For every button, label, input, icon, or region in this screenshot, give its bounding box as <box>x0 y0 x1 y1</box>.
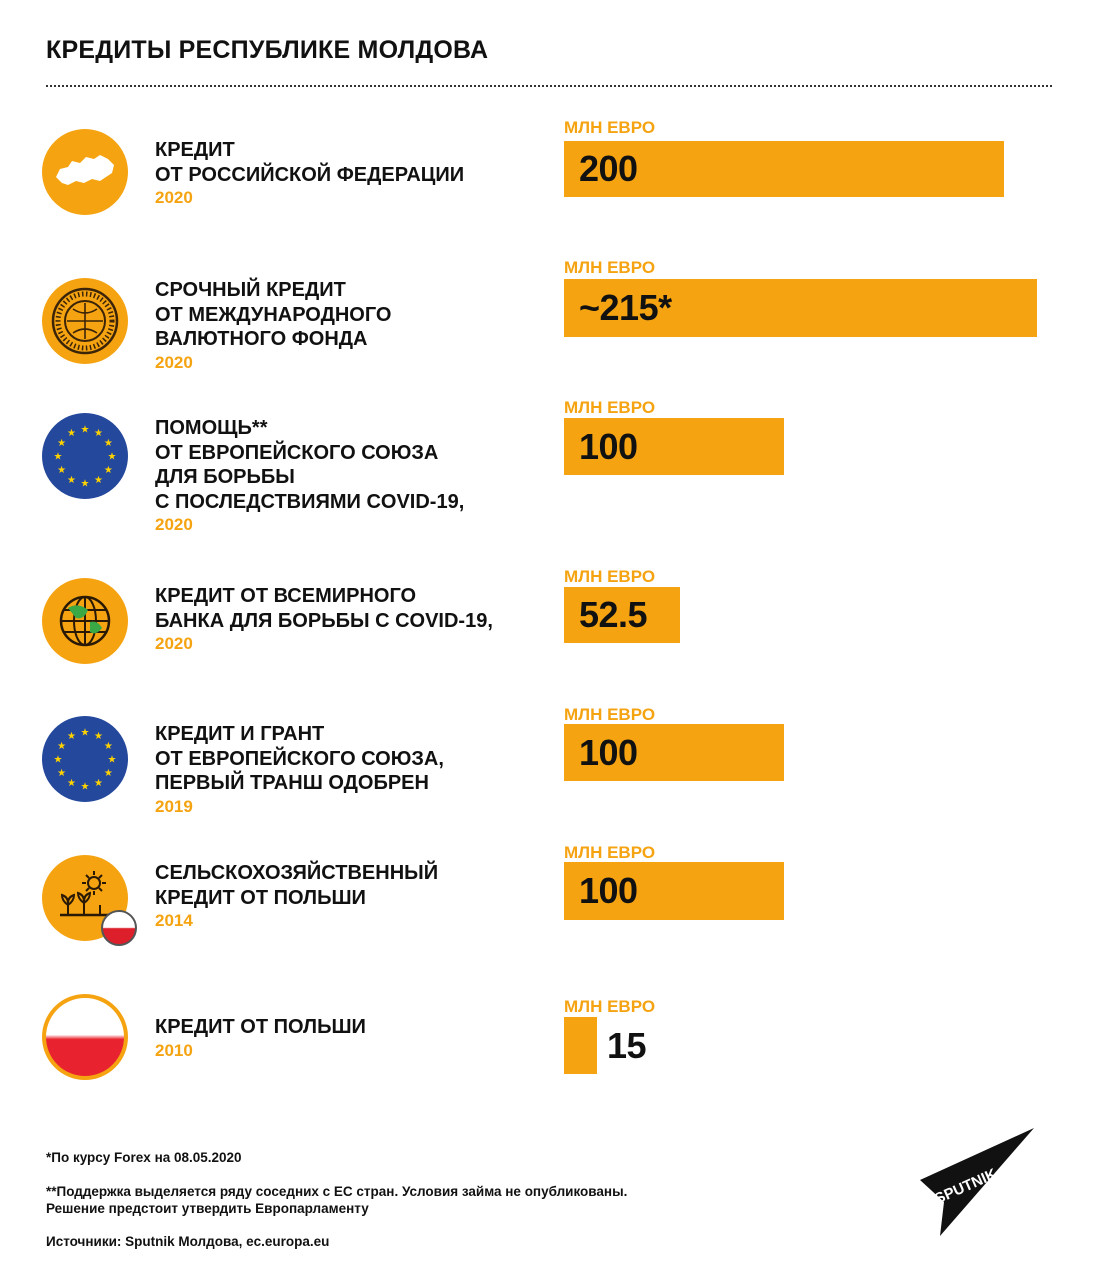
svg-text:★: ★ <box>94 428 103 439</box>
credit-label-line: СРОЧНЫЙ КРЕДИТ <box>155 279 346 301</box>
svg-text:★: ★ <box>81 425 90 436</box>
footnote-support-2: Решение предстоит утвердить Европарламен… <box>46 1201 369 1216</box>
svg-text:★: ★ <box>54 452 63 463</box>
credit-label: СРОЧНЫЙ КРЕДИТ ОТ МЕЖДУНАРОДНОГО ВАЛЮТНОГО… <box>155 278 391 374</box>
svg-text:★: ★ <box>57 768 66 779</box>
credit-label-line: ПЕРВЫЙ ТРАНШ ОДОБРЕН <box>155 772 429 794</box>
svg-text:★: ★ <box>94 475 103 486</box>
unit-label: МЛН ЕВРО <box>564 997 656 1016</box>
imf-seal-icon <box>42 278 128 364</box>
russia-map-icon <box>42 129 128 215</box>
sputnik-logo: SPUTNIK <box>918 1128 1036 1241</box>
svg-text:★: ★ <box>57 438 66 449</box>
value-label: 15 <box>607 1024 647 1066</box>
credit-label-line: ОТ ЕВРОПЕЙСКОГО СОЮЗА <box>155 441 439 464</box>
value-bar <box>564 1017 597 1074</box>
credit-label-line: С ПОСЛЕДСТВИЯМИ COVID-19, <box>155 490 465 513</box>
credit-label-line: КРЕДИТ ОТ ВСЕМИРНОГО <box>155 585 417 607</box>
value-label: ~215* <box>579 287 672 328</box>
credit-label: СЕЛЬСКОХОЗЯЙСТВЕННЫЙ КРЕДИТ ОТ ПОЛЬШИ 2014 <box>155 861 438 932</box>
credit-label: ПОМОЩЬ** ОТ ЕВРОПЕЙСКОГО СОЮЗА ДЛЯ БОРЬБЫ С… <box>155 416 464 536</box>
value-bar <box>564 141 1004 197</box>
value-label: 200 <box>579 148 638 189</box>
svg-text:★: ★ <box>81 782 90 793</box>
credit-year: 2020 <box>155 188 193 207</box>
svg-text:★: ★ <box>67 428 76 439</box>
credit-year: 2014 <box>155 911 193 930</box>
poland-mini-flag-icon <box>101 910 137 946</box>
unit-label: МЛН ЕВРО <box>564 258 656 277</box>
credit-label-line: КРЕДИТ ОТ ПОЛЬШИ <box>155 1016 366 1038</box>
unit-label: МЛН ЕВРО <box>564 118 656 137</box>
credit-label: КРЕДИТ И ГРАНТ ОТ ЕВРОПЕЙСКОГО СОЮЗА, ПЕРВ… <box>155 722 444 818</box>
footnote-support-1: **Поддержка выделяется ряду соседних с Е… <box>46 1184 628 1199</box>
credit-label-line: ВАЛЮТНОГО ФОНДА <box>155 328 368 350</box>
svg-text:★: ★ <box>81 479 90 490</box>
eu-flag-icon: ★ ★ ★ ★ ★ ★ ★ ★ ★ ★ ★ ★ <box>42 716 128 802</box>
svg-text:★: ★ <box>81 728 90 739</box>
credit-label-line: ОТ ЕВРОПЕЙСКОГО СОЮЗА, <box>155 747 444 770</box>
credit-label-line: КРЕДИТ ОТ ПОЛЬШИ <box>155 886 366 909</box>
credit-label-line: ОТ РОССИЙСКОЙ ФЕДЕРАЦИИ <box>155 163 465 186</box>
value-label: 100 <box>579 731 638 773</box>
credit-label: КРЕДИТ ОТ ПОЛЬШИ 2010 <box>155 1015 366 1062</box>
value-label: 100 <box>579 425 638 467</box>
svg-text:★: ★ <box>104 741 113 752</box>
value-bar <box>564 862 784 920</box>
credit-year: 2020 <box>155 352 193 372</box>
credit-label: КРЕДИТ ОТ ВСЕМИРНОГО БАНКА ДЛЯ БОРЬБЫ С C… <box>155 584 493 655</box>
unit-label: МЛН ЕВРО <box>564 567 656 586</box>
footnote-sources: Источники: Sputnik Молдова, ec.europa.eu <box>46 1234 330 1249</box>
unit-label: МЛН ЕВРО <box>564 705 656 724</box>
value-bar <box>564 724 784 781</box>
svg-text:★: ★ <box>104 768 113 779</box>
credit-label-line: СЕЛЬСКОХОЗЯЙСТВЕННЫЙ <box>155 862 439 884</box>
svg-text:★: ★ <box>67 475 76 486</box>
credit-label-line: ОТ МЕЖДУНАРОДНОГО <box>155 303 392 326</box>
svg-text:★: ★ <box>108 452 117 463</box>
value-bar <box>564 587 680 643</box>
value-label: 100 <box>579 870 638 911</box>
svg-text:★: ★ <box>67 778 76 789</box>
svg-text:★: ★ <box>104 438 113 449</box>
title-divider <box>46 85 1052 87</box>
svg-text:★: ★ <box>94 778 103 789</box>
credit-year: 2020 <box>155 515 193 534</box>
svg-text:★: ★ <box>104 465 113 476</box>
value-bar <box>564 279 1037 337</box>
credit-year: 2010 <box>155 1040 193 1060</box>
svg-text:★: ★ <box>67 731 76 742</box>
world-bank-globe-icon <box>42 578 128 664</box>
value-label: 52.5 <box>579 594 648 635</box>
credit-year: 2020 <box>155 634 193 653</box>
credit-label-line: КРЕДИТ И ГРАНТ <box>155 723 325 745</box>
credit-label-line: КРЕДИТ <box>155 139 235 161</box>
footnote-forex: *По курсу Forex на 08.05.2020 <box>46 1150 242 1165</box>
svg-text:★: ★ <box>57 741 66 752</box>
credit-label-line: ДЛЯ БОРЬБЫ <box>155 466 295 488</box>
unit-label: МЛН ЕВРО <box>564 843 656 862</box>
page-title: КРЕДИТЫ РЕСПУБЛИКЕ МОЛДОВА <box>46 36 489 64</box>
credit-label-line: БАНКА ДЛЯ БОРЬБЫ С COVID-19, <box>155 609 493 632</box>
eu-flag-icon: ★ ★ ★ ★ ★ ★ ★ ★ ★ ★ ★ ★ <box>42 413 128 499</box>
poland-flag-icon <box>42 994 128 1080</box>
credit-year: 2019 <box>155 796 193 816</box>
credit-label-line: ПОМОЩЬ** <box>155 417 268 439</box>
value-bar <box>564 418 784 475</box>
svg-text:★: ★ <box>94 731 103 742</box>
credit-label: КРЕДИТ ОТ РОССИЙСКОЙ ФЕДЕРАЦИИ 2020 <box>155 138 464 209</box>
unit-label: МЛН ЕВРО <box>564 398 656 417</box>
svg-text:★: ★ <box>54 755 63 766</box>
svg-text:★: ★ <box>108 755 117 766</box>
svg-text:★: ★ <box>57 465 66 476</box>
sputnik-logo-icon: SPUTNIK <box>920 1128 1034 1236</box>
